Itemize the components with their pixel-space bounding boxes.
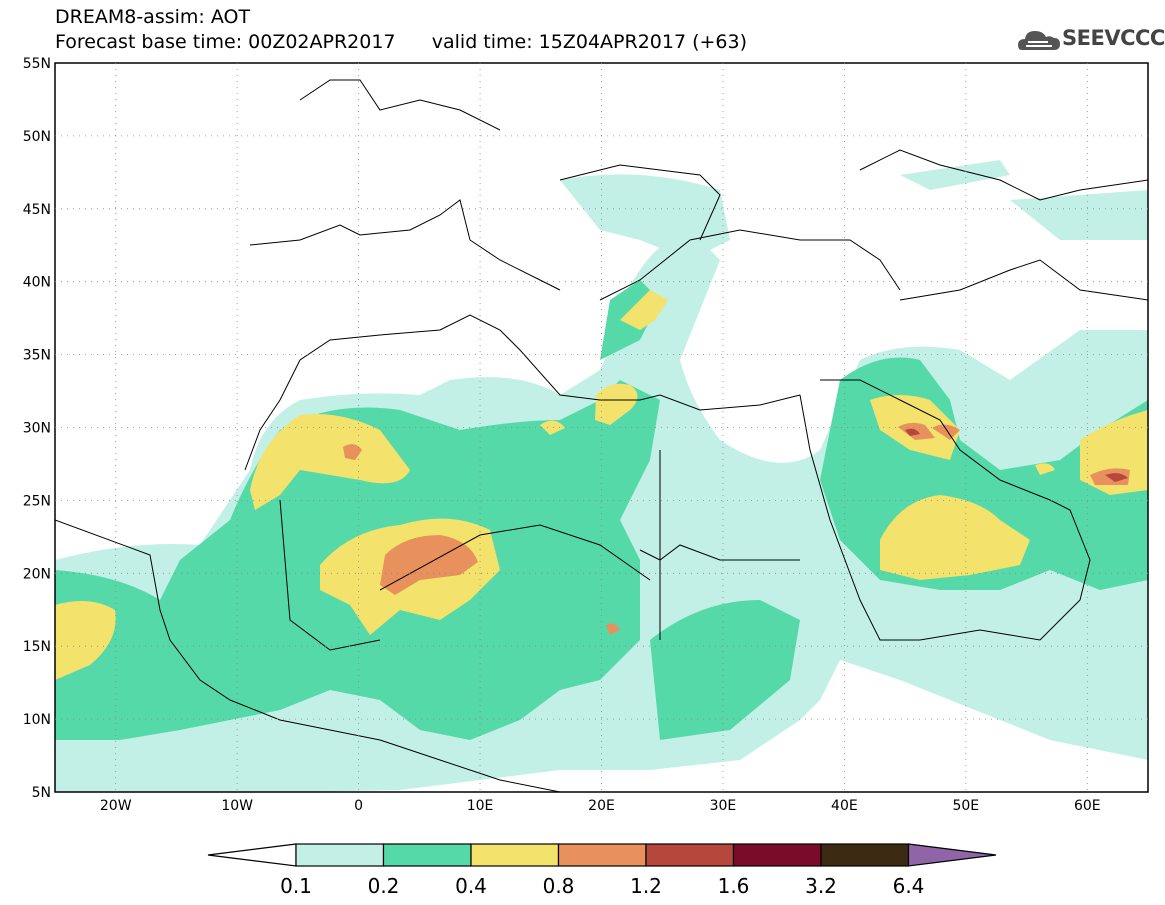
lat-tick-label: 5N [32,785,51,801]
aot-level-1.2 [905,428,1128,482]
colorbar-label: 0.2 [368,874,400,898]
lat-tick-label: 15N [23,639,51,655]
lon-tick-label: 20E [588,798,615,814]
lon-tick-label: 50E [952,798,979,814]
lon-tick-label: 60E [1074,798,1101,814]
lon-tick-label: 40E [831,798,858,814]
valid-time: valid time: 15Z04APR2017 (+63) [431,31,748,53]
colorbar-label: 1.6 [718,874,750,898]
lat-tick-label: 20N [23,566,51,582]
lat-tick-label: 10N [23,712,51,728]
colorbar-label: 6.4 [893,874,925,898]
time-info: Forecast base time: 00Z02APR2017 valid t… [55,31,747,53]
lat-tick-label: 30N [23,421,51,437]
colorbar: 0.1 0.2 0.4 0.8 1.2 1.6 3.2 6.4 [207,843,997,898]
lat-tick-label: 55N [23,56,51,72]
lat-tick-label: 50N [23,129,51,145]
lat-tick-label: 25N [23,493,51,509]
colorbar-segment [470,843,560,867]
cloud-icon [1018,31,1060,50]
lon-tick-label: 0 [354,798,363,814]
map-title: DREAM8-assim: AOT [55,6,251,28]
colorbar-label: 0.1 [280,874,312,898]
lon-tick-label: 10W [221,798,253,814]
colorbar-label: 1.2 [630,874,662,898]
aot-field [55,160,1148,792]
colorbar-label: 3.2 [805,874,837,898]
coastlines [55,79,1148,792]
colorbar-segment [820,843,910,867]
lon-tick-label: 20W [100,798,132,814]
colorbar-segment [207,843,297,867]
lat-axis: 5N 10N 15N 20N 25N 30N 35N 40N 45N 50N 55N [23,56,51,801]
colorbar-segment [907,843,997,867]
colorbar-segment [557,843,647,867]
lat-tick-label: 40N [23,275,51,291]
lon-axis: 20W 10W 0 10E 20E 30E 40E 50E 60E [100,798,1101,814]
colorbar-segment [732,843,822,867]
lon-tick-label: 10E [467,798,494,814]
logo-text: SEEVCCC [1062,26,1165,50]
colorbar-segment [295,843,385,867]
colorbar-segment [382,843,472,867]
colorbar-label: 0.8 [543,874,575,898]
colorbar-segment [645,843,735,867]
colorbar-label: 0.4 [455,874,487,898]
lat-tick-label: 45N [23,202,51,218]
gridlines [55,63,1148,792]
lat-tick-label: 35N [23,348,51,364]
forecast-base-time: Forecast base time: 00Z02APR2017 [55,31,396,53]
lon-tick-label: 30E [710,798,737,814]
